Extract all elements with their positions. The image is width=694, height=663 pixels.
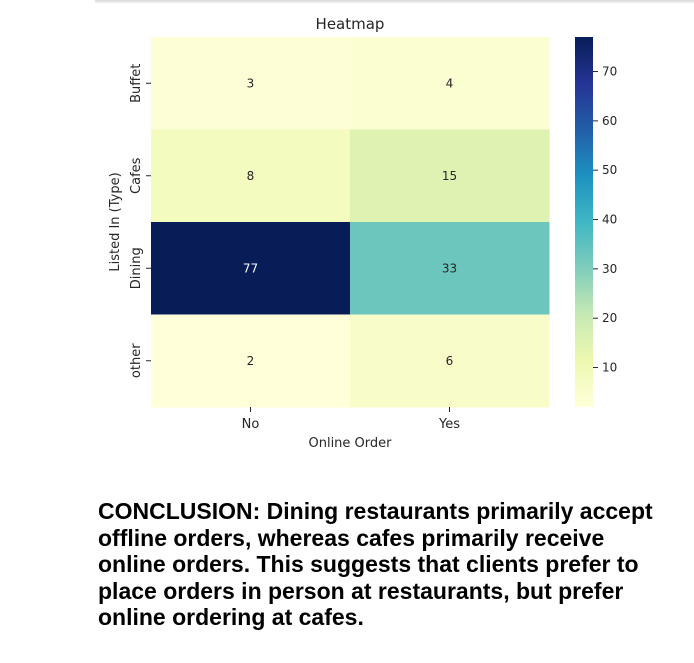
y-axis: Buffet Cafes Dining other	[129, 64, 151, 378]
chart-title: Heatmap	[316, 15, 385, 33]
colorbar-tick-label: 60	[602, 114, 617, 128]
y-axis-label: Listed In (Type)	[108, 172, 123, 271]
top-border	[95, 0, 694, 3]
x-tick-label: Yes	[438, 417, 460, 432]
heatmap-cell	[350, 129, 550, 223]
colorbar	[575, 37, 593, 407]
cell-value-label: 2	[247, 354, 255, 368]
x-axis: No Yes	[242, 407, 460, 432]
colorbar-ticks: 10 20 30 40 50 60 70	[593, 65, 617, 375]
y-tick-label: Cafes	[129, 157, 144, 194]
colorbar-tick-label: 70	[602, 65, 617, 79]
cell-value-label: 33	[442, 261, 457, 275]
heatmap-cell	[350, 314, 550, 408]
colorbar-tick-label: 20	[602, 311, 617, 325]
heatmap-cell	[151, 222, 351, 315]
cell-value-label: 6	[446, 354, 454, 368]
heatmap-cell	[350, 37, 550, 130]
cell-value-label: 8	[247, 169, 255, 183]
heatmap-chart: Heatmap 3 4 8 15 77 33 2 6 Buffet Cafes Dining oth…	[108, 15, 617, 451]
cell-value-label: 3	[247, 76, 255, 90]
cell-value-label: 4	[446, 76, 454, 90]
heatmap-cells: 3 4 8 15 77 33 2 6	[151, 37, 550, 408]
colorbar-tick-label: 40	[602, 213, 617, 227]
y-tick-label: Dining	[129, 247, 144, 289]
heatmap-cell	[151, 129, 351, 223]
heatmap-cell	[151, 314, 351, 408]
cell-value-label: 77	[243, 261, 258, 275]
heatmap-cell	[350, 222, 550, 315]
colorbar-tick-label: 50	[602, 163, 617, 177]
colorbar-tick-label: 30	[602, 262, 617, 276]
x-axis-label: Online Order	[308, 436, 392, 451]
y-tick-label: other	[129, 343, 144, 378]
x-tick-label: No	[242, 417, 260, 432]
cell-value-label: 15	[442, 169, 457, 183]
colorbar-tick-label: 10	[602, 361, 617, 375]
conclusion-text: CONCLUSION: Dining restaurants primarily…	[98, 498, 653, 630]
heatmap-cell	[151, 37, 351, 130]
y-tick-label: Buffet	[129, 64, 144, 103]
